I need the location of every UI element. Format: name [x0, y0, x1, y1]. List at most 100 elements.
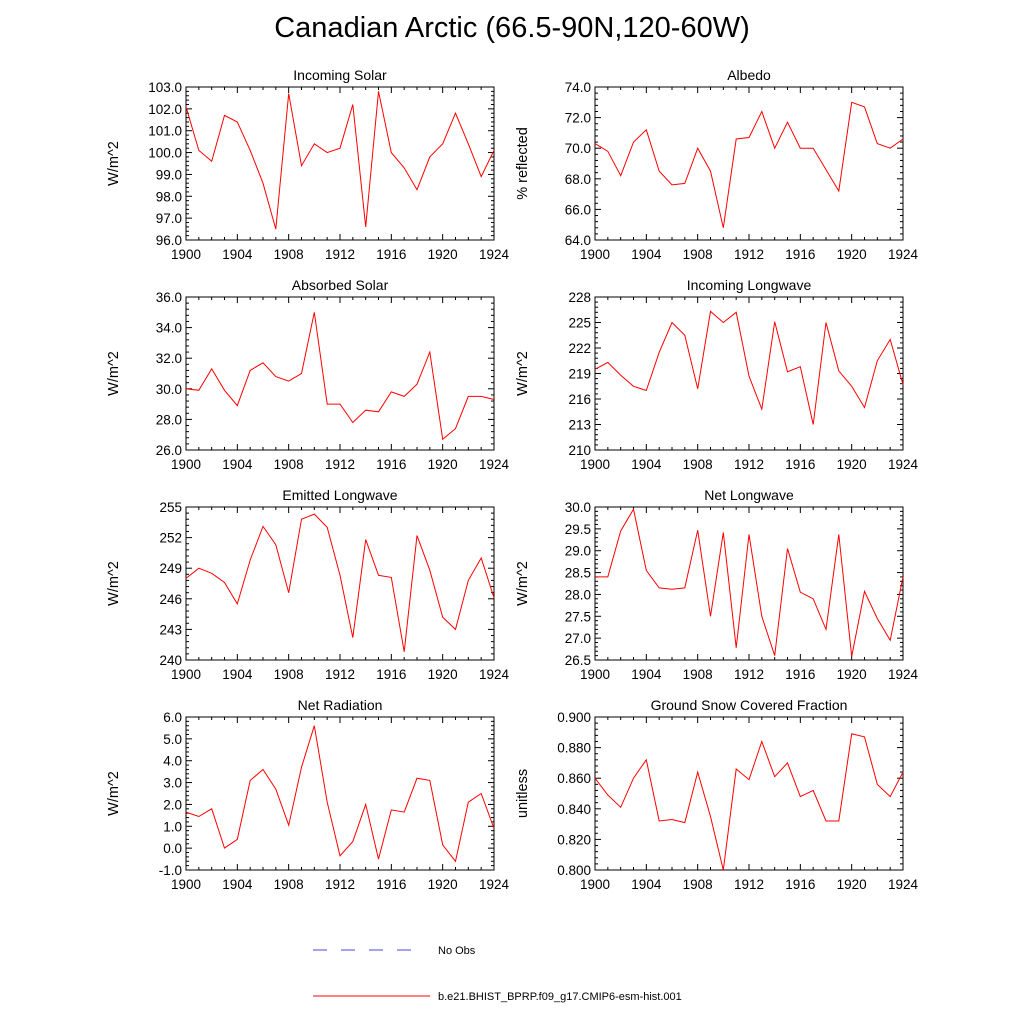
y-tick-label: 222	[568, 341, 591, 356]
y-tick-label: 26.0	[156, 443, 182, 458]
x-tick-label: 1916	[376, 247, 406, 262]
x-tick-label: 1920	[428, 667, 458, 682]
x-tick-label: 1900	[171, 247, 201, 262]
series-line-incoming-longwave	[594, 310, 904, 425]
y-tick-label: 28.0	[156, 412, 182, 427]
x-tick-label: 1912	[734, 247, 764, 262]
y-tick-label: 26.5	[565, 653, 591, 668]
y-tick-label: 32.0	[156, 351, 182, 366]
y-axis-label: W/m^2	[515, 561, 531, 606]
y-tick-label: 74.0	[565, 80, 591, 95]
panel-title: Incoming Longwave	[687, 277, 812, 293]
x-tick-label: 1904	[631, 877, 662, 892]
x-tick-label: 1924	[888, 667, 919, 682]
x-tick-label: 1908	[274, 667, 304, 682]
plot-frame	[594, 716, 904, 871]
y-tick-label: 72.0	[565, 111, 591, 126]
plot-frame	[185, 716, 495, 871]
x-tick-label: 1916	[376, 457, 406, 472]
y-axis-label: W/m^2	[106, 141, 122, 186]
y-tick-label: 99.0	[156, 167, 182, 182]
y-tick-label: 213	[568, 418, 591, 433]
series-line-ground-snow-covered-fraction	[594, 733, 904, 871]
y-tick-label: 29.0	[565, 544, 591, 559]
panel-absorbed-solar: Absorbed Solar W/m^2 1900 1904 1908 1912 1916 1…	[106, 277, 510, 472]
series-line-emitted-longwave	[185, 513, 495, 652]
plot-frame	[185, 506, 495, 661]
y-axis-label: W/m^2	[106, 771, 122, 816]
y-tick-label: 252	[159, 531, 182, 546]
y-tick-label: 243	[159, 622, 182, 637]
x-tick-label: 1912	[325, 247, 355, 262]
y-tick-label: 0.900	[557, 710, 591, 725]
y-tick-label: 68.0	[565, 172, 591, 187]
y-tick-label: 0.860	[557, 771, 591, 786]
series-line-absorbed-solar	[185, 312, 495, 441]
y-axis-label: W/m^2	[106, 561, 122, 606]
plot-frame	[594, 86, 904, 241]
x-tick-label: 1904	[631, 457, 662, 472]
series-line-incoming-solar	[185, 91, 495, 230]
x-tick-label: 1904	[222, 457, 253, 472]
y-tick-label: 70.0	[565, 141, 591, 156]
x-tick-label: 1920	[837, 457, 867, 472]
y-tick-label: 29.5	[565, 522, 591, 537]
legend: No Obs b.e21.BHIST_BPRP.f09_g17.CMIP6-es…	[313, 945, 682, 1003]
x-tick-label: 1904	[631, 667, 662, 682]
y-tick-label: 0.840	[557, 802, 591, 817]
panel-net-longwave: Net Longwave W/m^2 1900 1904 1908 1912 1916 192…	[515, 487, 919, 682]
panel-title: Incoming Solar	[293, 67, 387, 83]
x-tick-label: 1920	[837, 667, 867, 682]
y-tick-label: 0.880	[557, 741, 591, 756]
y-axis-label: unitless	[515, 769, 531, 818]
panel-ground-snow-covered-fraction: Ground Snow Covered Fraction unitless 1900…	[515, 697, 919, 892]
chart-panels: Incoming Solar W/m^2 1900 1904 1908 1912 1916 1…	[106, 67, 919, 892]
plot-frame	[185, 296, 495, 451]
y-tick-label: 0.820	[557, 832, 591, 847]
x-tick-label: 1900	[580, 877, 610, 892]
legend-label-no-obs: No Obs	[438, 945, 476, 957]
x-tick-label: 1900	[171, 667, 201, 682]
x-tick-label: 1900	[171, 877, 201, 892]
panel-albedo: Albedo % reflected 1900 1904 1908 1912 1916 192…	[515, 67, 919, 262]
x-tick-label: 1912	[325, 667, 355, 682]
plot-frame	[594, 296, 904, 451]
x-tick-label: 1924	[888, 247, 919, 262]
y-tick-label: 30.0	[156, 382, 182, 397]
y-tick-label: 228	[568, 290, 591, 305]
x-tick-label: 1916	[785, 247, 815, 262]
y-tick-label: 246	[159, 592, 182, 607]
y-tick-label: 0.0	[163, 841, 182, 856]
y-tick-label: 255	[159, 500, 182, 515]
x-tick-label: 1908	[274, 877, 304, 892]
y-tick-label: 249	[159, 561, 182, 576]
y-tick-label: 210	[568, 443, 591, 458]
x-tick-label: 1912	[734, 877, 764, 892]
y-tick-label: 34.0	[156, 321, 182, 336]
x-tick-label: 1900	[580, 457, 610, 472]
series-line-net-radiation	[185, 725, 495, 863]
y-tick-label: 101.0	[148, 124, 182, 139]
x-tick-label: 1920	[837, 247, 867, 262]
y-tick-label: 1.0	[163, 819, 182, 834]
x-tick-label: 1920	[428, 457, 458, 472]
y-tick-label: 100.0	[148, 146, 182, 161]
panel-title: Albedo	[727, 67, 771, 83]
x-tick-label: 1924	[479, 457, 510, 472]
y-tick-label: 66.0	[565, 202, 591, 217]
x-tick-label: 1916	[376, 877, 406, 892]
y-tick-label: 5.0	[163, 732, 182, 747]
y-tick-label: 0.800	[557, 863, 591, 878]
x-tick-label: 1900	[580, 247, 610, 262]
plot-frame	[185, 86, 495, 241]
y-tick-label: 36.0	[156, 290, 182, 305]
panel-emitted-longwave: Emitted Longwave W/m^2 1900 1904 1908 1912 191…	[106, 487, 510, 682]
x-tick-label: 1900	[171, 457, 201, 472]
x-tick-label: 1908	[683, 247, 713, 262]
x-tick-label: 1924	[888, 877, 919, 892]
y-tick-label: 102.0	[148, 102, 182, 117]
y-tick-label: 219	[568, 367, 591, 382]
y-tick-label: 96.0	[156, 233, 182, 248]
y-tick-label: 6.0	[163, 710, 182, 725]
